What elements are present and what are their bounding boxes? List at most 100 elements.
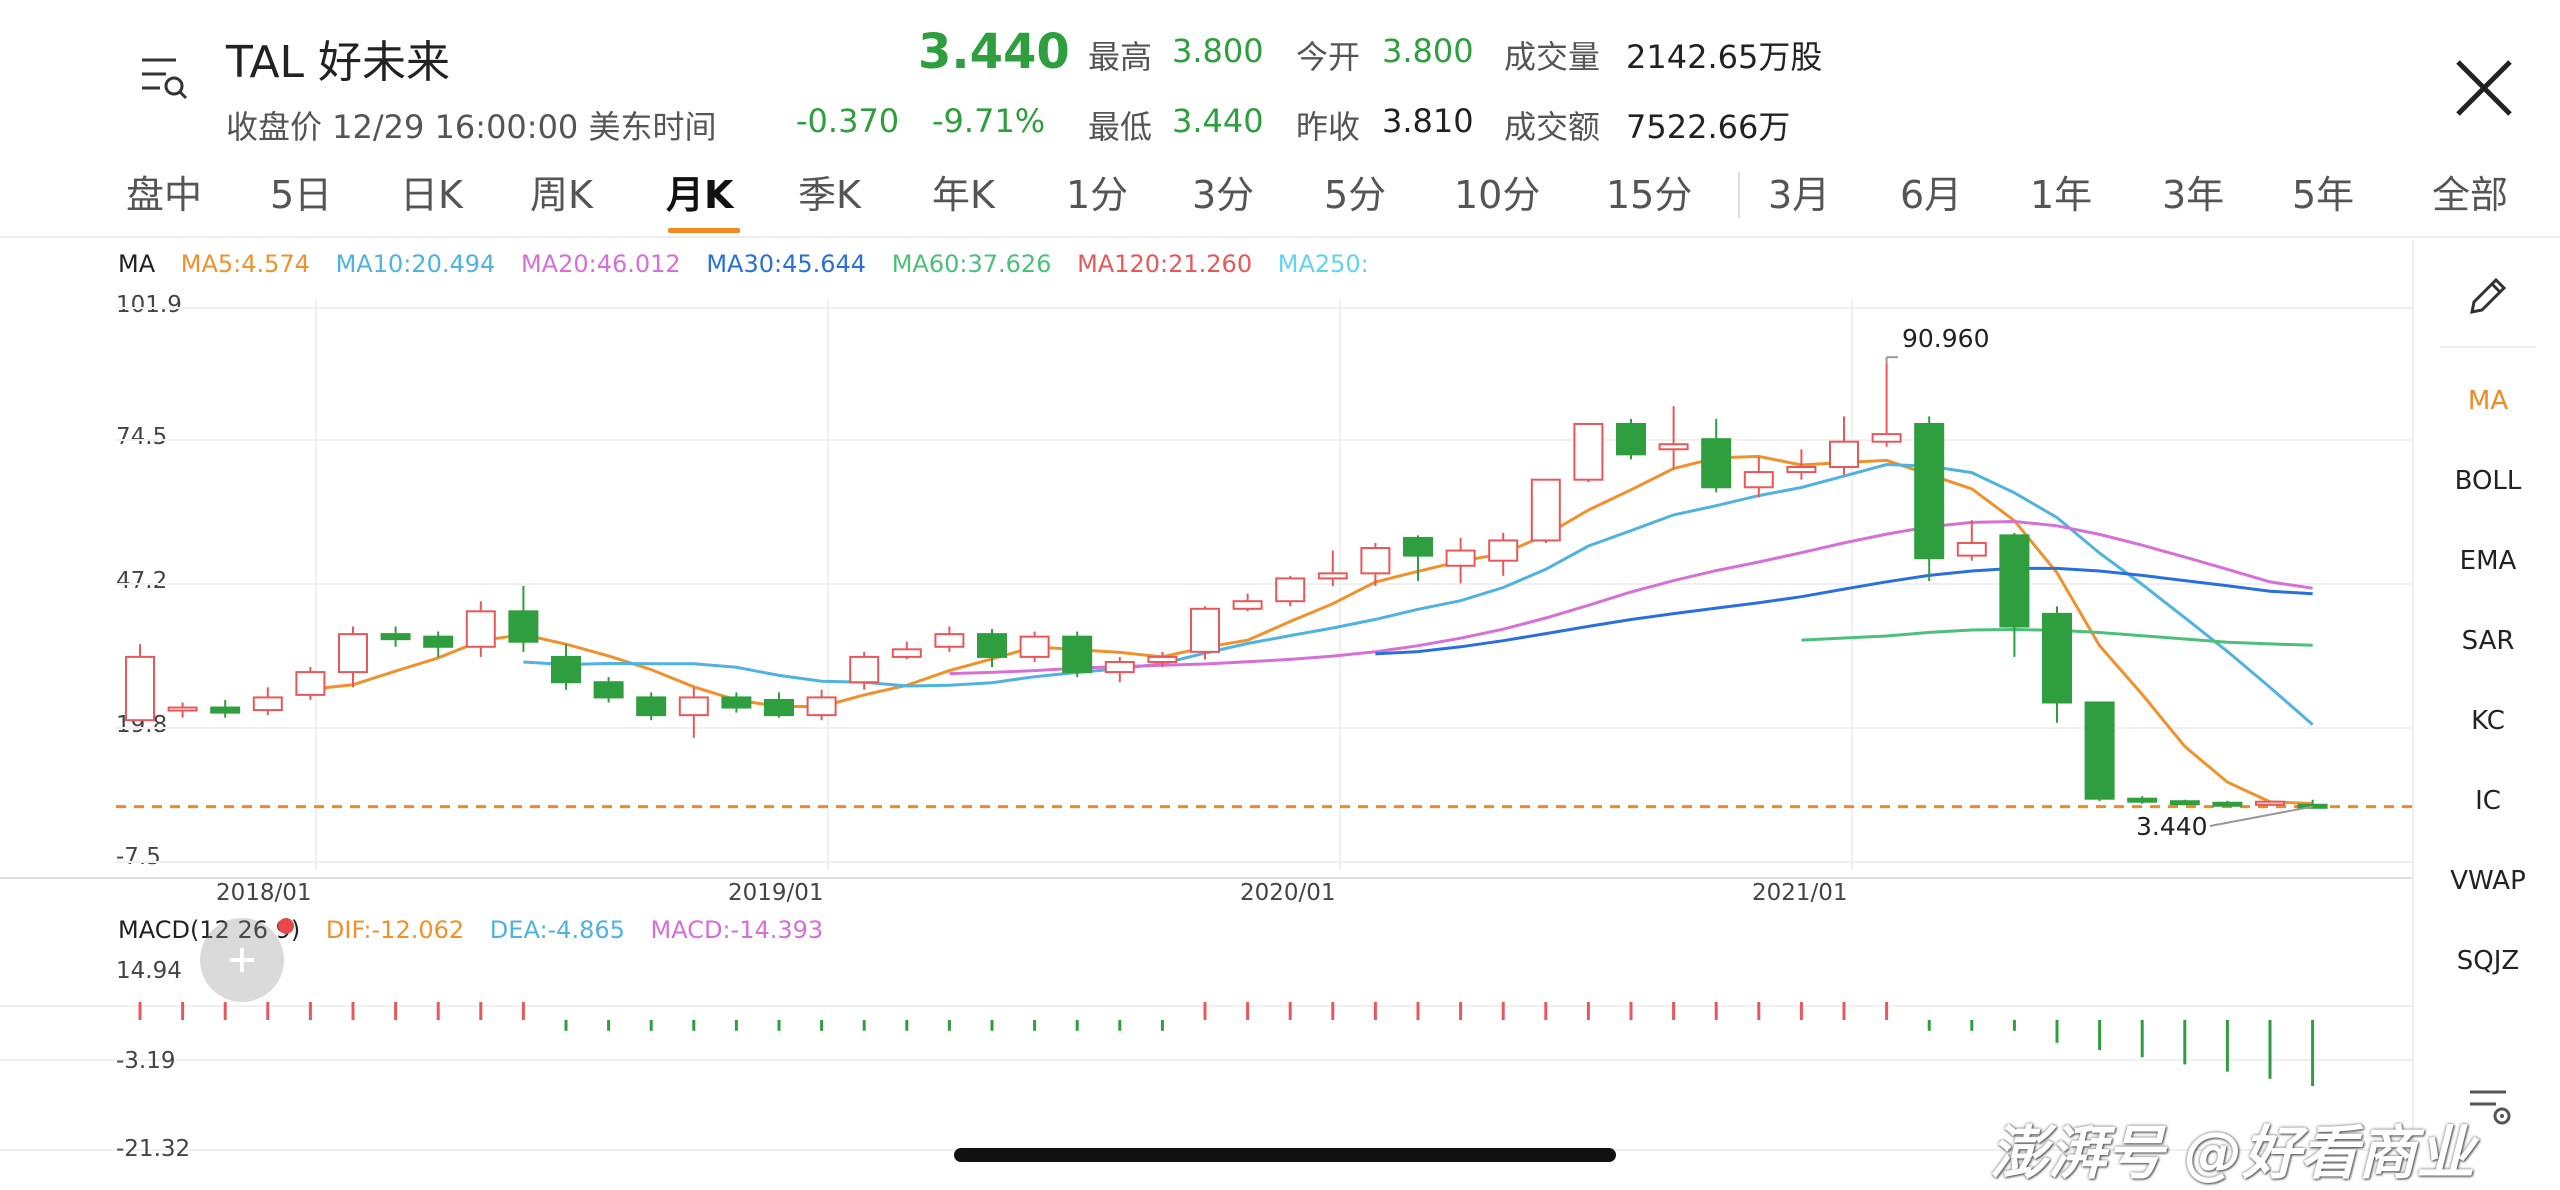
tab-5d[interactable]: 5日 — [270, 173, 333, 217]
ma-legend-ma5: MA5:4.574 — [180, 250, 310, 278]
indicator-vwap[interactable]: VWAP — [2450, 866, 2526, 896]
candle-body — [934, 633, 965, 648]
indicator-sqjz[interactable]: SQJZ — [2456, 946, 2520, 976]
macd-legend: MACD(12 26 9) DIF:-12.062 DEA:-4.865 MAC… — [118, 916, 823, 944]
tab-15min[interactable]: 15分 — [1606, 173, 1693, 217]
candle-body — [1999, 534, 2030, 628]
candle-body — [806, 696, 837, 717]
tab-1y[interactable]: 1年 — [2030, 173, 2093, 217]
time-axis-label: 2018/01 — [216, 880, 312, 906]
candle-body — [1914, 422, 1945, 560]
tab-quarterly-k[interactable]: 季K — [798, 173, 861, 217]
macd-legend-dif: DIF:-12.062 — [325, 916, 465, 944]
tab-monthly-k[interactable]: 月K — [666, 173, 734, 217]
candle-body — [1488, 539, 1519, 562]
indicator-boll[interactable]: BOLL — [2454, 466, 2522, 496]
tab-3y[interactable]: 3年 — [2162, 173, 2225, 217]
candle-body — [508, 610, 539, 643]
candle-body — [252, 696, 283, 712]
tab-all[interactable]: 全部 — [2432, 173, 2509, 217]
home-indicator[interactable] — [954, 1148, 1616, 1162]
candle-body — [2042, 612, 2072, 704]
tab-3min[interactable]: 3分 — [1192, 173, 1255, 217]
notification-dot — [278, 918, 294, 934]
candle-body — [210, 706, 241, 714]
macd-axis-label: -3.19 — [116, 1048, 176, 1074]
prev-close-label: 昨收 — [1296, 108, 1361, 146]
candle-body — [2212, 801, 2243, 807]
settings-icon[interactable] — [2466, 1082, 2514, 1130]
price-change: -0.370 — [796, 102, 900, 140]
candle-body — [593, 681, 624, 699]
macd-legend-dea: DEA:-4.865 — [489, 916, 625, 944]
tab-6m[interactable]: 6月 — [1900, 173, 1963, 217]
low-label: 最低 — [1088, 108, 1153, 146]
candle-body — [1062, 635, 1093, 674]
indicator-ic[interactable]: IC — [2475, 786, 2501, 816]
ma5-line — [310, 454, 2313, 805]
tab-3m[interactable]: 3月 — [1768, 173, 1831, 217]
candle-body — [1360, 547, 1391, 575]
add-button[interactable] — [200, 918, 294, 1002]
macd-axis-label: -21.32 — [116, 1136, 191, 1162]
candle-body — [423, 635, 454, 648]
indicator-panel: MA BOLL EMA SAR KC IC VWAP SQJZ — [2412, 240, 2560, 1140]
candle-body — [636, 696, 667, 717]
tab-daily-k[interactable]: 日K — [400, 173, 463, 217]
candle-body — [1871, 433, 1902, 443]
high-annotation: 90.960 — [1902, 324, 1990, 353]
macd-axis-label: 14.94 — [116, 958, 182, 984]
candle-body — [764, 698, 794, 717]
tab-yearly-k[interactable]: 年K — [932, 173, 995, 217]
candle-body — [849, 655, 880, 684]
indicator-ma[interactable]: MA — [2467, 386, 2509, 416]
candle-body — [1232, 600, 1263, 610]
tab-5y[interactable]: 5年 — [2292, 173, 2355, 217]
tab-1min[interactable]: 1分 — [1066, 173, 1129, 217]
candle-body — [1317, 572, 1348, 580]
ma-legend-ma60: MA60:37.626 — [891, 250, 1052, 278]
last-leader — [2209, 805, 2313, 827]
indicator-sar[interactable]: SAR — [2461, 626, 2515, 656]
price-axis-label: 47.2 — [116, 568, 168, 594]
watermark: 澎湃号 @好看商业 — [1990, 1119, 2475, 1187]
tab-weekly-k[interactable]: 周K — [530, 173, 593, 217]
candlestick-chart[interactable] — [0, 0, 2412, 1184]
ma-legend: MA MA5:4.574 MA10:20.494 MA20:46.012 MA3… — [118, 250, 1369, 278]
menu-search-icon[interactable] — [136, 50, 192, 106]
pencil-icon[interactable] — [2464, 272, 2512, 320]
ma20-line — [949, 519, 2313, 676]
indicator-kc[interactable]: KC — [2471, 706, 2505, 736]
macd-legend-macd: MACD:-14.393 — [650, 916, 824, 944]
candle-body — [465, 610, 496, 648]
open-value: 3.800 — [1382, 32, 1474, 70]
close-icon[interactable] — [2452, 56, 2516, 120]
last-annotation: 3.440 — [2136, 812, 2208, 841]
candle-body — [1786, 466, 1817, 474]
low-value: 3.440 — [1172, 102, 1264, 140]
candle-body — [1701, 438, 1732, 489]
time-axis-label: 2020/01 — [1240, 880, 1336, 906]
prev-close-value: 3.810 — [1382, 102, 1474, 140]
symbol-name: TAL 好未来 — [226, 37, 451, 88]
candle-body — [1190, 607, 1220, 653]
candle-body — [1573, 422, 1604, 481]
market-status: 收盘价 12/29 16:00:00 美东时间 — [226, 108, 717, 146]
indicator-ema[interactable]: EMA — [2459, 546, 2517, 576]
tab-5min[interactable]: 5分 — [1324, 173, 1387, 217]
candle-body — [1019, 635, 1050, 658]
candle-body — [1530, 478, 1561, 542]
ma-legend-title: MA — [118, 250, 156, 278]
candle-body — [977, 633, 1007, 658]
tab-10min[interactable]: 10分 — [1454, 173, 1541, 217]
volume-value: 2142.65万股 — [1626, 38, 1823, 76]
time-axis-label: 2019/01 — [728, 880, 824, 906]
ma-legend-ma10: MA10:20.494 — [335, 250, 496, 278]
panel-divider — [2440, 346, 2536, 348]
candle-body — [125, 655, 155, 722]
candle-body — [1616, 422, 1646, 456]
tab-intraday[interactable]: 盘中 — [126, 173, 203, 217]
candle-body — [1445, 549, 1476, 567]
candle-body — [678, 696, 709, 717]
plus-icon — [230, 948, 254, 972]
